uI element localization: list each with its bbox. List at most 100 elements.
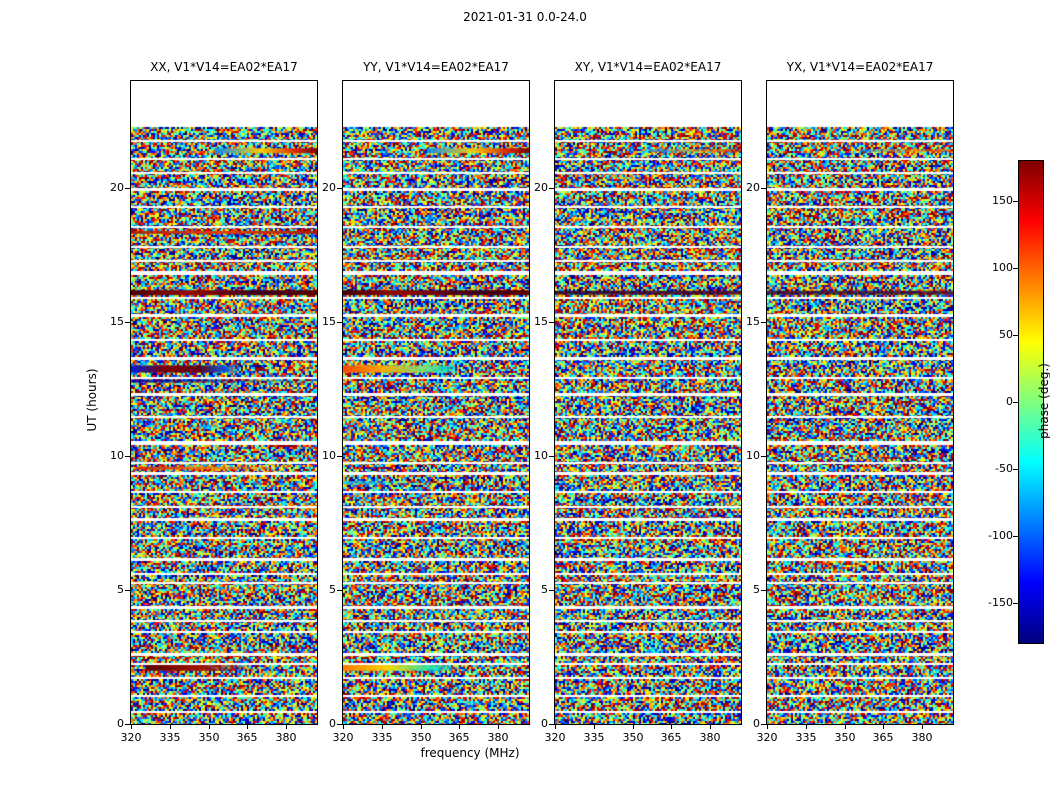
panel-xx: XX, V1*V14=EA02*EA17 0 5 10 15 20 320 335 350 36… [110,60,318,744]
colorbar-gradient [1019,161,1043,643]
x-tick-label: 380 [911,731,933,744]
y-tick-label: 5 [541,583,548,596]
x-tick-label: 320 [756,731,778,744]
y-tick-label: 15 [110,315,124,328]
x-tick-label: 380 [487,731,509,744]
y-tick-mark [549,724,554,725]
colorbar-tick-label: 50 [999,328,1013,341]
phase-heatmap-yy [343,81,529,724]
x-tick-mark [710,725,711,729]
x-tick-label: 365 [660,731,682,744]
x-tick-label: 335 [371,731,393,744]
x-tick-mark [247,725,248,729]
y-tick-label: 0 [117,717,124,730]
y-tick-mark [125,188,130,189]
x-tick-label: 365 [236,731,258,744]
figure-title: 2021-01-31 0.0-24.0 [463,10,587,24]
x-tick-mark [883,725,884,729]
y-tick-label: 10 [746,449,760,462]
panel-title-yx: YX, V1*V14=EA02*EA17 [786,60,934,74]
y-tick-label: 5 [329,583,336,596]
colorbar-tick-mark [1013,201,1018,202]
x-tick-label: 320 [120,731,142,744]
colorbar-tick-mark [1013,536,1018,537]
y-tick-mark [549,590,554,591]
colorbar-tick-label: -100 [988,529,1013,542]
y-tick-mark [549,188,554,189]
panel-yy: YY, V1*V14=EA02*EA17 0 5 10 15 20 320 335 350 36… [322,60,530,744]
y-tick-mark [337,188,342,189]
y-tick-label: 0 [753,717,760,730]
y-tick-label: 5 [117,583,124,596]
x-tick-label: 365 [448,731,470,744]
y-tick-mark [761,724,766,725]
y-tick-mark [125,456,130,457]
colorbar-tick-mark [1013,335,1018,336]
panel-title-xx: XX, V1*V14=EA02*EA17 [150,60,298,74]
x-tick-mark [131,725,132,729]
y-tick-label: 0 [329,717,336,730]
y-tick-label: 10 [534,449,548,462]
y-tick-mark [337,456,342,457]
colorbar-label: phase (deg.) [1037,363,1050,439]
y-tick-mark [761,188,766,189]
x-tick-label: 380 [699,731,721,744]
colorbar-tick-mark [1013,402,1018,403]
y-tick-mark [337,724,342,725]
x-tick-label: 335 [159,731,181,744]
phase-heatmap-xy [555,81,741,724]
x-tick-mark [343,725,344,729]
x-tick-label: 350 [834,731,856,744]
y-tick-mark [125,322,130,323]
y-tick-mark [761,322,766,323]
colorbar-tick-mark [1013,469,1018,470]
x-tick-label: 335 [795,731,817,744]
colorbar-tick-label: -150 [988,596,1013,609]
y-tick-label: 20 [534,181,548,194]
x-tick-mark [170,725,171,729]
colorbar-tick-mark [1013,603,1018,604]
y-tick-mark [761,456,766,457]
y-tick-mark [549,322,554,323]
y-tick-label: 20 [746,181,760,194]
y-tick-label: 10 [110,449,124,462]
x-tick-mark [459,725,460,729]
y-tick-label: 15 [746,315,760,328]
x-tick-mark [845,725,846,729]
x-tick-label: 335 [583,731,605,744]
y-tick-label: 5 [753,583,760,596]
x-tick-mark [633,725,634,729]
colorbar-tick-label: -50 [995,462,1013,475]
panel-title-xy: XY, V1*V14=EA02*EA17 [574,60,722,74]
x-tick-mark [555,725,556,729]
x-tick-mark [767,725,768,729]
x-tick-label: 380 [275,731,297,744]
x-tick-mark [286,725,287,729]
y-tick-mark [337,322,342,323]
x-tick-label: 320 [544,731,566,744]
y-tick-label: 20 [322,181,336,194]
x-tick-mark [498,725,499,729]
y-tick-label: 0 [541,717,548,730]
y-tick-label: 10 [322,449,336,462]
y-tick-mark [761,590,766,591]
x-tick-mark [421,725,422,729]
panel-title-yy: YY, V1*V14=EA02*EA17 [363,60,509,74]
y-axis-label: UT (hours) [85,368,99,432]
colorbar-tick-label: 100 [992,261,1013,274]
x-tick-label: 365 [872,731,894,744]
x-tick-mark [922,725,923,729]
colorbar-tick-label: 150 [992,194,1013,207]
x-tick-label: 350 [410,731,432,744]
y-tick-mark [549,456,554,457]
x-tick-mark [671,725,672,729]
colorbar-tick-label: 0 [1006,395,1013,408]
panel-xy: XY, V1*V14=EA02*EA17 0 5 10 15 20 320 335 350 36… [534,60,742,744]
phase-heatmap-xx [131,81,317,724]
colorbar-tick-mark [1013,268,1018,269]
x-tick-label: 350 [198,731,220,744]
y-tick-mark [337,590,342,591]
x-tick-label: 320 [332,731,354,744]
x-tick-mark [209,725,210,729]
